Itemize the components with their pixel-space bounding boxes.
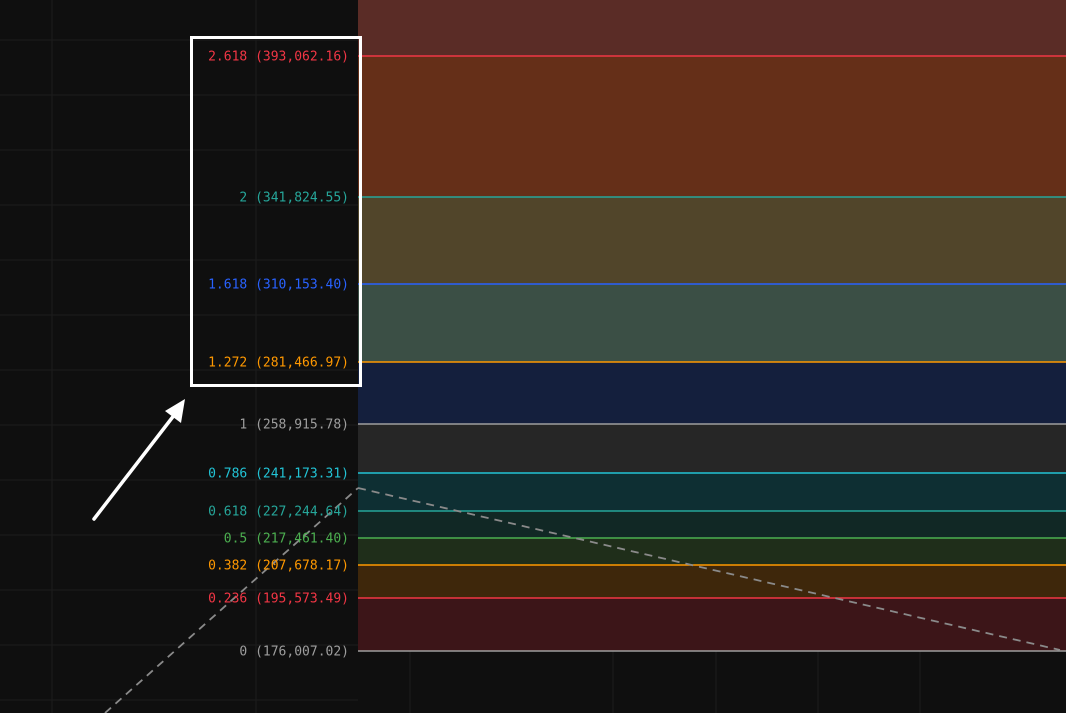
- fib-level-label: 0.382 (207,678.17): [208, 559, 349, 574]
- highlight-box: [190, 36, 362, 387]
- fib-zone: [358, 284, 1066, 362]
- fib-level-label: 0.5 (217,461.40): [224, 532, 349, 547]
- fib-zone: [358, 362, 1066, 424]
- fib-level-label: 1 (258,915.78): [239, 418, 349, 433]
- trend-line-up: [104, 487, 359, 713]
- fib-zone: [358, 424, 1066, 473]
- arrow-shaft: [92, 412, 177, 521]
- fib-level-lines: [358, 55, 1066, 652]
- fib-level-label: 2.618 (393,062.16): [208, 50, 349, 65]
- fib-zones: [358, 0, 1066, 651]
- arrow-head-icon: [165, 399, 185, 423]
- fib-zone: [358, 197, 1066, 284]
- fib-level-label: 0.236 (195,573.49): [208, 592, 349, 607]
- annotations: [92, 36, 362, 521]
- fib-zone: [358, 0, 1066, 56]
- fib-level-label: 0.618 (227,244.64): [208, 505, 349, 520]
- fib-zone: [358, 511, 1066, 538]
- fib-level-label: 0.786 (241,173.31): [208, 467, 349, 482]
- fib-zone: [358, 565, 1066, 598]
- trend-lines: [104, 487, 1061, 713]
- fib-zone: [358, 56, 1066, 197]
- fib-level-label: 0 (176,007.02): [239, 645, 349, 660]
- fib-level-label: 2 (341,824.55): [239, 191, 349, 206]
- fib-level-label: 1.272 (281,466.97): [208, 356, 349, 371]
- fib-level-labels: 2.618 (393,062.16) 2 (341,824.55) 1.618 (3…: [208, 50, 349, 660]
- fib-zone: [358, 473, 1066, 511]
- fib-zone: [358, 538, 1066, 565]
- fib-level-label: 1.618 (310,153.40): [208, 278, 349, 293]
- fib-zone: [358, 598, 1066, 651]
